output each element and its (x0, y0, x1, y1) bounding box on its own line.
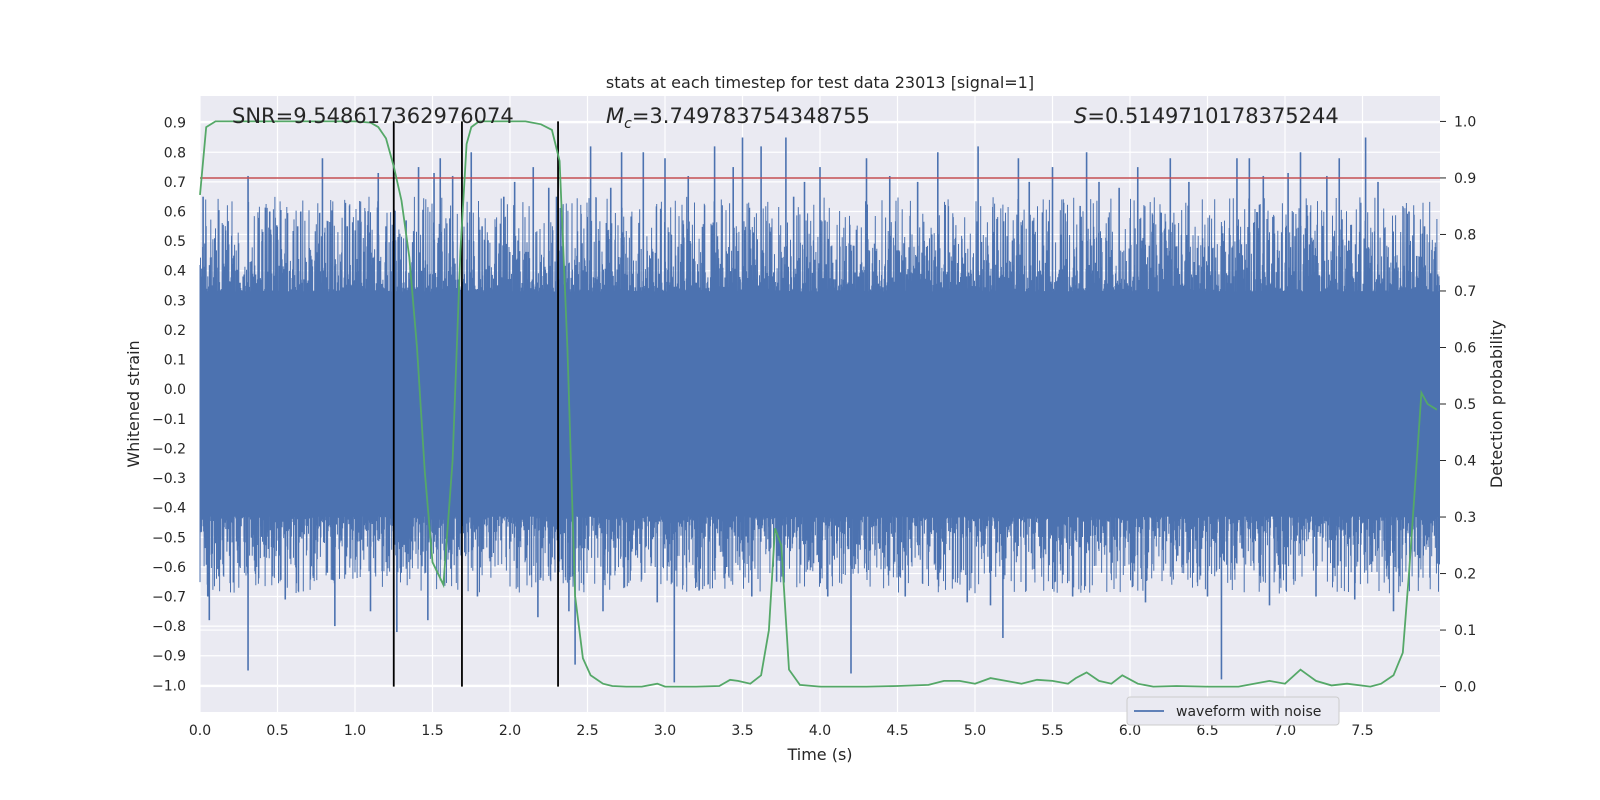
y-tick-label-left: 0.9 (164, 116, 186, 132)
y-tick-label-left: −0.5 (152, 530, 186, 546)
y-tick-label-right: 0.7 (1454, 284, 1476, 300)
x-tick-label: 5.5 (1041, 723, 1063, 739)
y-tick-label-left: 0.6 (164, 205, 186, 221)
y-tick-label-left: −0.2 (152, 441, 186, 457)
x-tick-label: 3.0 (654, 723, 676, 739)
x-tick-labels: 0.0 0.5 1.0 1.5 2.0 2.5 3.0 3.5 4.0 4.5 5.0 5.5 6.0 6… (189, 723, 1374, 739)
chart-title: stats at each timestep for test data 230… (606, 73, 1034, 92)
y-tick-label-left: 0.7 (164, 175, 186, 191)
y-tick-label-right: 0.6 (1454, 340, 1476, 356)
y-tick-label-left: −0.3 (152, 471, 186, 487)
y-tick-label-left: 0.1 (164, 353, 186, 369)
y-tick-label-left: −1.0 (152, 678, 186, 694)
y-tick-label-left: 0.5 (164, 234, 186, 250)
y-tick-label-left: 0.2 (164, 323, 186, 339)
y-tick-label-left: −0.7 (152, 590, 186, 606)
y-tick-label-right: 1.0 (1454, 114, 1476, 130)
y-axis-label-right: Detection probability (1487, 320, 1506, 488)
y-tick-label-right: 0.3 (1454, 510, 1476, 526)
y-tick-label-right: 0.2 (1454, 567, 1476, 583)
s-annotation: S=0.5149710178375244 (1074, 104, 1339, 128)
x-tick-label: 2.0 (499, 723, 521, 739)
y-tick-label-left: 0.8 (164, 145, 186, 161)
detection-probability-line (199, 120, 1438, 688)
x-tick-label: 0.5 (266, 723, 288, 739)
x-tick-label: 5.0 (964, 723, 986, 739)
y-tick-label-left: 0.0 (164, 382, 186, 398)
y-axis-label-left: Whitened strain (124, 340, 143, 467)
x-axis-label: Time (s) (786, 745, 852, 764)
y-tick-label-left: 0.3 (164, 293, 186, 309)
y-tick-label-right: 0.1 (1454, 623, 1476, 639)
x-tick-label: 1.5 (421, 723, 443, 739)
chirp-mass-annotation: Mc=3.749783754348755 (606, 104, 870, 132)
x-tick-label: 4.5 (886, 723, 908, 739)
y-tick-labels-left: 0.9 0.8 0.7 0.6 0.5 0.4 0.3 0.2 0.1 0.0 −0.1 −0.2 −0… (152, 116, 186, 695)
x-tick-label: 6.0 (1119, 723, 1141, 739)
y-tick-label-left: −0.4 (152, 501, 186, 517)
y-tick-label-right: 0.4 (1454, 454, 1476, 470)
legend: waveform with noise (1126, 696, 1340, 726)
y-tick-label-right: 0.8 (1454, 227, 1476, 243)
x-tick-label: 4.0 (809, 723, 831, 739)
waveform-trace (199, 196, 1440, 594)
y-tick-label-right: 0.9 (1454, 171, 1476, 187)
y-tick-label-left: −0.1 (152, 412, 186, 428)
x-tick-label: 2.5 (576, 723, 598, 739)
y-tick-label-left: −0.8 (152, 619, 186, 635)
x-tick-label: 7.5 (1351, 723, 1373, 739)
legend-label-waveform: waveform with noise (1176, 704, 1321, 720)
y-tick-label-left: −0.6 (152, 560, 186, 576)
y-tick-label-left: 0.4 (164, 264, 186, 280)
y-tick-label-right: 0.0 (1454, 680, 1476, 696)
legend-box (1126, 696, 1340, 726)
x-tick-label: 6.5 (1196, 723, 1218, 739)
y-tick-labels-right: 1.0 0.9 0.8 0.7 0.6 0.5 0.4 0.3 0.2 0.1 0.0 (1454, 114, 1476, 695)
x-tick-label: 0.0 (189, 723, 211, 739)
x-tick-label: 7.0 (1274, 723, 1296, 739)
waveform-series (199, 137, 1440, 683)
x-tick-label: 1.0 (344, 723, 366, 739)
y-tick-label-left: −0.9 (152, 649, 186, 665)
snr-annotation: SNR=9.548617362976074 (232, 104, 514, 128)
x-tick-label: 3.5 (731, 723, 753, 739)
y-tick-label-right: 0.5 (1454, 397, 1476, 413)
